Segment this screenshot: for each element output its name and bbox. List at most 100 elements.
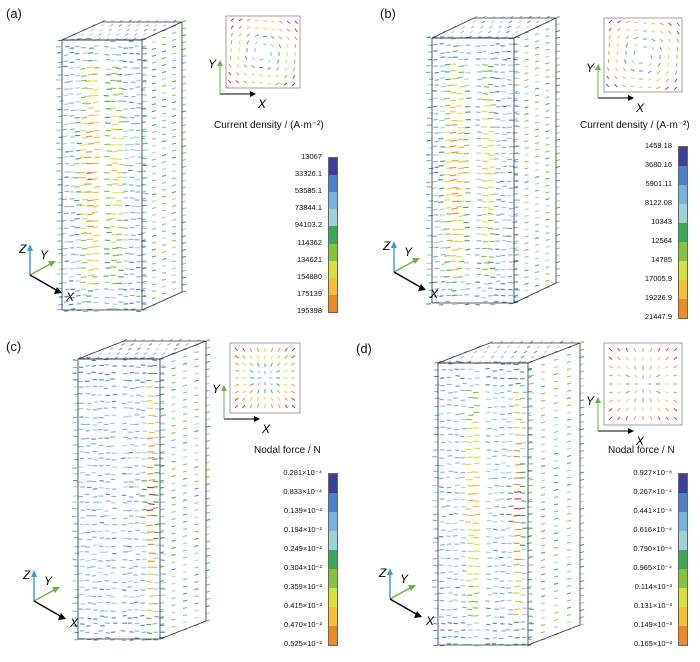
colorbar-swatch — [329, 530, 337, 550]
inset-y-label: Y — [208, 57, 217, 71]
x-axis-label: X — [69, 616, 79, 630]
z-axis-label: Z — [378, 566, 387, 580]
colorbar-tick-label: 13067 — [301, 151, 322, 161]
colorbar-tick-label: 3680.16 — [644, 159, 672, 169]
inset-y-label: Y — [212, 382, 221, 396]
cross-section-inset — [225, 15, 301, 89]
vector-field — [431, 340, 585, 647]
box-wireframe — [437, 342, 581, 646]
colorbar-frame — [678, 145, 688, 319]
z-axis-label: Z — [22, 568, 31, 582]
inset-x-label: X — [635, 101, 645, 115]
colorbar-frame — [328, 156, 338, 314]
cross-section-inset — [603, 342, 683, 426]
panel-label: (a) — [6, 6, 22, 21]
cross-section-inset — [603, 17, 683, 93]
colorbar-tick-label: 0.165×10⁻³ — [634, 638, 672, 648]
colorbar-frame — [328, 472, 338, 646]
colorbar-swatch — [679, 492, 687, 512]
colorbar-swatch — [679, 511, 687, 531]
colorbar-tick-label: 0.470×10⁻² — [284, 619, 322, 629]
colorbar-tick-label: 0.359×10⁻² — [284, 581, 322, 591]
colorbar-tick-label: 0.304×10⁻² — [284, 562, 322, 572]
y-axis-label: Y — [400, 572, 409, 586]
colorbar-swatch — [329, 492, 337, 512]
vector-field — [425, 15, 561, 306]
colorbar-tick-label: 0.790×10⁻⁴ — [633, 543, 672, 553]
colorbar-swatch — [679, 222, 687, 242]
colorbar-title: Nodal force / N — [254, 445, 321, 456]
colorbar-tick-label: 0.281×10⁻⁴ — [283, 467, 322, 477]
colorbar-swatch — [679, 146, 687, 166]
inset-axes: XY — [586, 61, 645, 115]
colorbar-swatch — [679, 625, 687, 645]
inset-y-label: Y — [586, 394, 595, 408]
cross-section-inset — [229, 342, 301, 414]
colorbar-tick-label: 17005.9 — [644, 273, 672, 283]
vector-field — [55, 19, 187, 313]
x-axis-label: X — [425, 614, 435, 628]
panel-label: (b) — [380, 6, 396, 21]
colorbar-tick-label: 0.194×10⁻² — [284, 524, 322, 534]
axis-triad: Z Y X — [382, 239, 439, 301]
colorbar-swatch — [329, 473, 337, 493]
colorbar-swatch — [679, 260, 687, 280]
box-wireframe — [61, 21, 183, 311]
colorbar-tick-label: 0.267×10⁻⁴ — [633, 486, 672, 496]
colorbar: 1459.18 3680.16 5901.11 8122.08 10343 12564 14… — [600, 136, 690, 326]
colorbar-swatch — [679, 530, 687, 550]
colorbar-swatch — [329, 260, 337, 278]
colorbar-swatch — [329, 587, 337, 607]
colorbar-title: Current density / (A·m⁻²) — [580, 120, 690, 131]
y-axis-label: Y — [44, 574, 53, 588]
colorbar-tick-label: 53585.1 — [294, 186, 322, 195]
colorbar-swatch — [679, 241, 687, 261]
colorbar-tick-label: 0.525×10⁻² — [284, 638, 322, 648]
colorbar-title: Current density / (A·m⁻²) — [214, 120, 324, 131]
colorbar: 13067 33326.1 53585.1 73844.1 94103.2 114362 1… — [240, 148, 340, 320]
colorbar-tick-label: 0.139×10⁻² — [284, 505, 322, 515]
colorbar-tick-label: 175139 — [296, 289, 322, 299]
box-wireframe — [431, 17, 557, 304]
colorbar-tick-label: 0.131×10⁻³ — [634, 600, 672, 610]
current-density-3d-plot: XYZ YX — [18, 15, 301, 313]
panel-label: (c) — [6, 339, 22, 354]
colorbar-swatch — [329, 568, 337, 588]
colorbar-title: Nodal force / N — [608, 445, 675, 456]
colorbar-swatch — [329, 243, 337, 261]
colorbar-swatch — [329, 549, 337, 569]
colorbar-tick-label: 0.833×10⁻⁴ — [283, 486, 322, 496]
colorbar-swatch — [329, 209, 337, 227]
inset-x-label: X — [257, 97, 267, 111]
colorbar-tick-label: 0.114×10⁻³ — [634, 581, 672, 591]
colorbar-tick-label: 12564 — [651, 235, 672, 245]
colorbar-swatch — [329, 295, 337, 313]
colorbar-tick-label: 0.616×10⁻⁴ — [633, 524, 672, 534]
colorbar-tick-label: 10343 — [651, 216, 672, 226]
colorbar-swatch — [679, 298, 687, 318]
colorbar-tick-label: 21447.9 — [644, 311, 672, 321]
colorbar-tick-label: 0.927×10⁻⁸ — [633, 467, 672, 477]
inset-axes: XY — [208, 57, 267, 111]
colorbar-tick-label: 1459.18 — [644, 140, 672, 150]
z-axis-label: Z — [382, 239, 391, 253]
inset-axes: XY — [212, 382, 271, 436]
nodal-force-3d-plot: XYZ YX — [378, 340, 683, 647]
x-axis-label: X — [429, 287, 439, 301]
nodal-force-3d-plot: XYZ YX — [22, 338, 301, 642]
panel-label: (d) — [356, 341, 372, 356]
y-axis-label: Y — [40, 248, 49, 262]
colorbar-tick-label: 134621 — [296, 254, 322, 264]
colorbar-swatch — [679, 203, 687, 223]
inset-x-label: X — [261, 422, 271, 436]
colorbar-swatch — [679, 549, 687, 569]
current-density-3d-plot: XY Z YX — [382, 15, 683, 306]
colorbar-swatch — [329, 157, 337, 175]
colorbar-tick-label: 0.149×10⁻³ — [634, 619, 672, 629]
colorbar-tick-label: 33326.1 — [294, 168, 322, 178]
colorbar-tick-label: 8122.08 — [644, 197, 672, 207]
colorbar-swatch — [329, 511, 337, 531]
